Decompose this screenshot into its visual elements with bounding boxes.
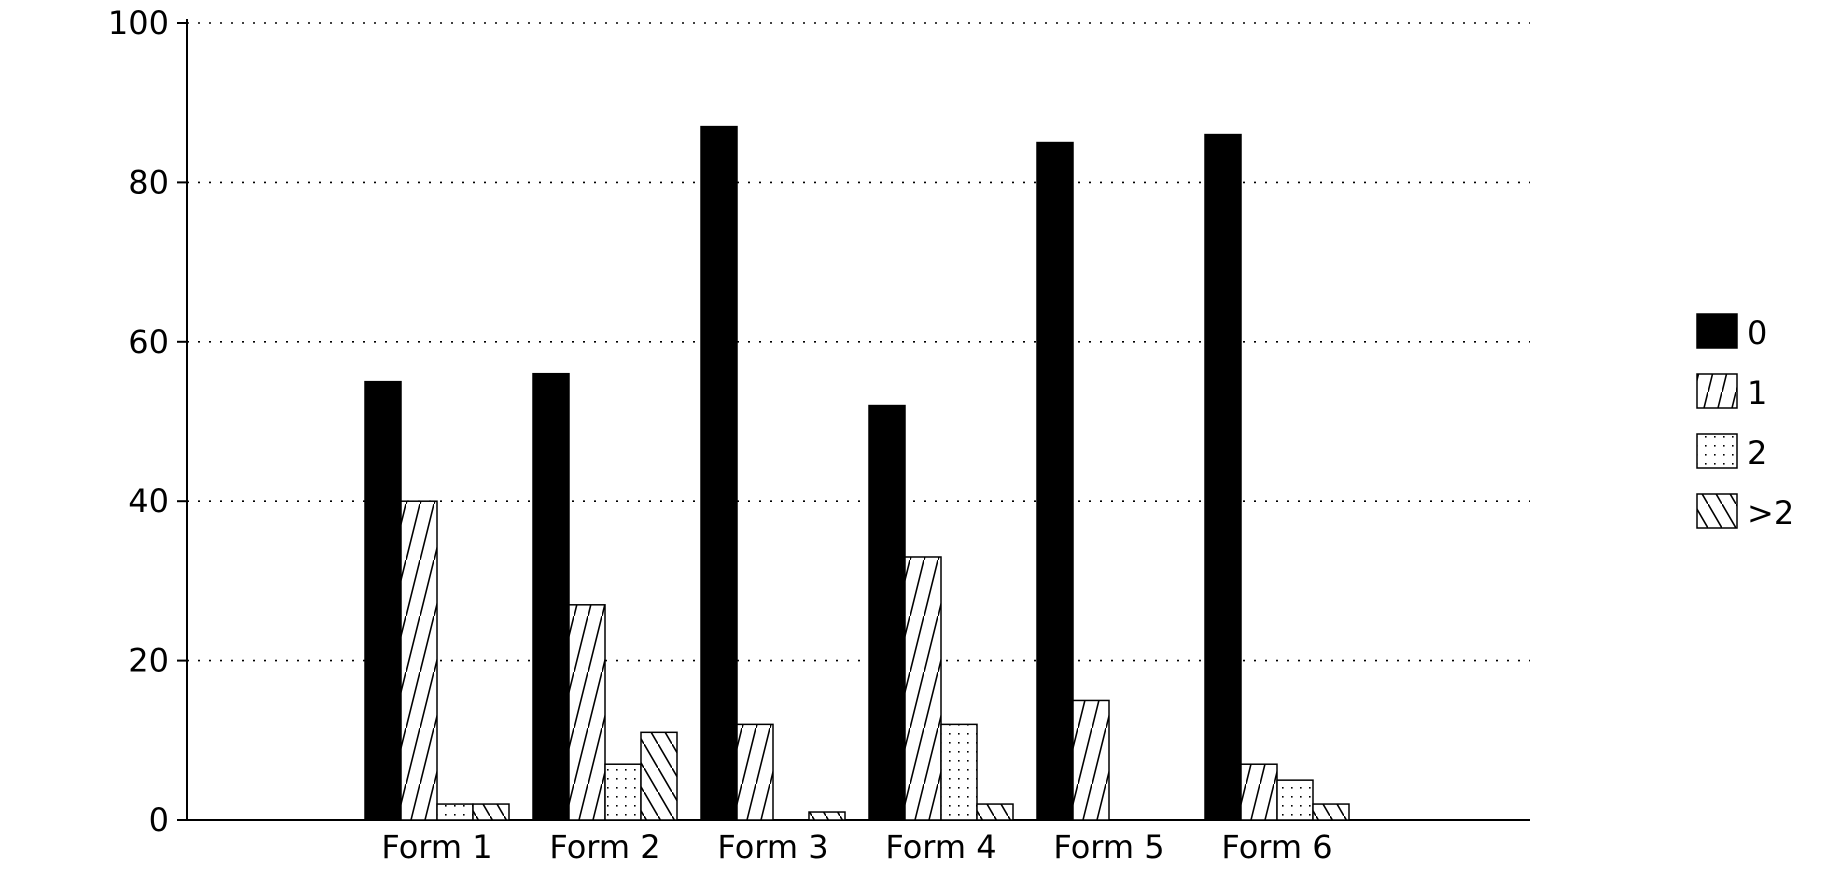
bar-form-1-series-3 [472,803,510,821]
y-tick-label: 20 [128,642,169,680]
bar-form-3-series-0 [700,125,738,821]
gridlines [187,22,1530,662]
bar-form-6-series-2 [1276,779,1314,821]
bar-form-4-series-3 [976,803,1014,821]
bar-form-2-series-2 [604,763,642,821]
y-tick-label: 100 [108,4,169,42]
bar-form-2-series-0 [532,372,570,821]
bar-form-6-series-0 [1204,133,1242,821]
legend-label: 1 [1747,374,1767,412]
bar-form-3-series-3 [808,811,846,821]
legend-swatch [1696,313,1738,349]
y-tick-labels: 0 20 40 60 80 100 [108,4,187,839]
y-tick-label: 80 [128,163,169,201]
y-tick-label: 60 [128,323,169,361]
bar-form-6-series-1 [1240,763,1278,821]
bar-form-5-series-1 [1072,699,1110,821]
bar-form-6-series-3 [1312,803,1350,821]
bar-form-4-series-1 [904,556,942,821]
y-tick-label: 0 [149,801,169,839]
legend-swatch [1696,493,1738,529]
bar-form-1-series-2 [436,803,474,821]
x-category-label: Form 2 [549,828,660,866]
bar-form-1-series-1 [400,500,438,821]
bar-form-4-series-0 [868,404,906,821]
x-category-label: Form 3 [717,828,828,866]
legend-label: 0 [1747,314,1767,352]
bar-form-2-series-1 [568,604,606,821]
bar-form-5-series-0 [1036,141,1074,821]
legend-label: >2 [1747,494,1794,532]
x-category-label: Form 5 [1053,828,1164,866]
bar-form-1-series-0 [364,380,402,821]
bar-form-2-series-3 [640,731,678,821]
x-category-label: Form 6 [1221,828,1332,866]
bar-form-3-series-1 [736,723,774,821]
category-labels: Form 1 Form 2 Form 3 Form 4 Form 5 Form 6 [381,828,1332,866]
legend-label: 2 [1747,434,1767,472]
legend-swatch [1696,433,1738,469]
x-category-label: Form 4 [885,828,996,866]
bar-form-4-series-2 [940,723,978,821]
x-category-label: Form 1 [381,828,492,866]
legend-swatch [1696,373,1738,409]
y-tick-label: 40 [128,482,169,520]
legend: 0 1 2 >2 [1696,313,1794,532]
bars [364,125,1350,821]
